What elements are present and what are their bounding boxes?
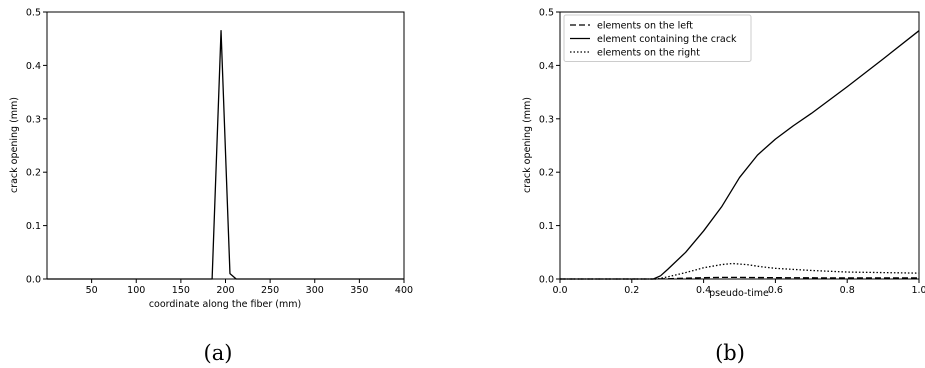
chart-b-y-tick-label: 0.1 (539, 221, 554, 232)
chart-b-legend: elements on the left element containing t… (563, 14, 752, 62)
chart-b-legend-label-3: elements on the right (597, 48, 700, 59)
chart-b-series-group (560, 30, 920, 280)
chart-a-x-axis-label: coordinate along the fiber (mm) (149, 299, 301, 310)
chart-a-y-axis-label: crack opening (mm) (9, 97, 20, 193)
chart-b-y-tick-label: 0.2 (539, 168, 554, 179)
chart-b-x-tick-label: 0.0 (552, 285, 567, 296)
chart-b-x-tick-label: 0.6 (768, 285, 783, 296)
chart-a-x-axis: 50 100 150 200 250 300 350 400 (86, 279, 413, 296)
chart-b-y-axis: 0.0 0.1 0.2 0.3 0.4 0.5 (539, 8, 560, 286)
chart-a-series-line-1 (47, 30, 404, 280)
chart-a-x-tick-label: 100 (127, 285, 145, 296)
chart-b-x-tick-label: 1.0 (911, 285, 925, 296)
chart-a-y-tick-label: 0.1 (26, 221, 41, 232)
chart-b-x-axis-label: pseudo-time (709, 288, 769, 299)
chart-b-y-tick-label: 0.0 (539, 275, 554, 286)
chart-a-x-tick-label: 400 (395, 285, 413, 296)
chart-b-x-tick-label: 0.8 (840, 285, 855, 296)
chart-a-y-tick-label: 0.4 (26, 61, 41, 72)
chart-a-x-tick-label: 350 (350, 285, 368, 296)
chart-a-x-tick-label: 150 (172, 285, 190, 296)
chart-a-caption: (a) (204, 341, 233, 365)
chart-a-x-tick-label: 200 (216, 285, 234, 296)
chart-a-y-axis: 0.0 0.1 0.2 0.3 0.4 0.5 (26, 8, 47, 286)
chart-a: 0.0 0.1 0.2 0.3 0.4 0.5 50 100 150 200 250 300 350 4… (9, 8, 413, 366)
chart-b-legend-label-2: element containing the crack (597, 34, 737, 45)
chart-a-y-tick-label: 0.5 (26, 8, 41, 19)
chart-b-y-tick-label: 0.5 (539, 8, 554, 19)
chart-b-y-tick-label: 0.4 (539, 61, 554, 72)
chart-b-legend-label-1: elements on the left (597, 21, 693, 32)
chart-b-plot-frame (559, 11, 920, 280)
chart-b-y-axis-label: crack opening (mm) (522, 97, 533, 193)
chart-b-legend-box (563, 14, 752, 62)
chart-b-series-line-2 (560, 30, 920, 280)
chart-a-x-tick-label: 300 (306, 285, 324, 296)
chart-b-series-line-3 (560, 262, 920, 280)
chart-b-series-line-1 (560, 276, 919, 280)
chart-a-y-tick-label: 0.3 (26, 114, 41, 125)
chart-a-y-tick-label: 0.0 (26, 275, 41, 286)
chart-b-x-tick-label: 0.2 (624, 285, 639, 296)
chart-b-x-tick-label: 0.4 (696, 285, 711, 296)
chart-b-caption: (b) (715, 341, 745, 365)
chart-b-y-tick-label: 0.3 (539, 114, 554, 125)
chart-a-y-tick-label: 0.2 (26, 168, 41, 179)
chart-b-x-axis: 0.0 0.2 0.4 0.6 0.8 1.0 (552, 279, 925, 296)
chart-a-series-group (47, 30, 404, 280)
chart-a-x-tick-label: 50 (86, 285, 98, 296)
chart-a-x-tick-label: 250 (261, 285, 279, 296)
chart-b: 0.0 0.1 0.2 0.3 0.4 0.5 0.0 0.2 0.4 0.6 0.8 1.0 el… (522, 8, 925, 366)
